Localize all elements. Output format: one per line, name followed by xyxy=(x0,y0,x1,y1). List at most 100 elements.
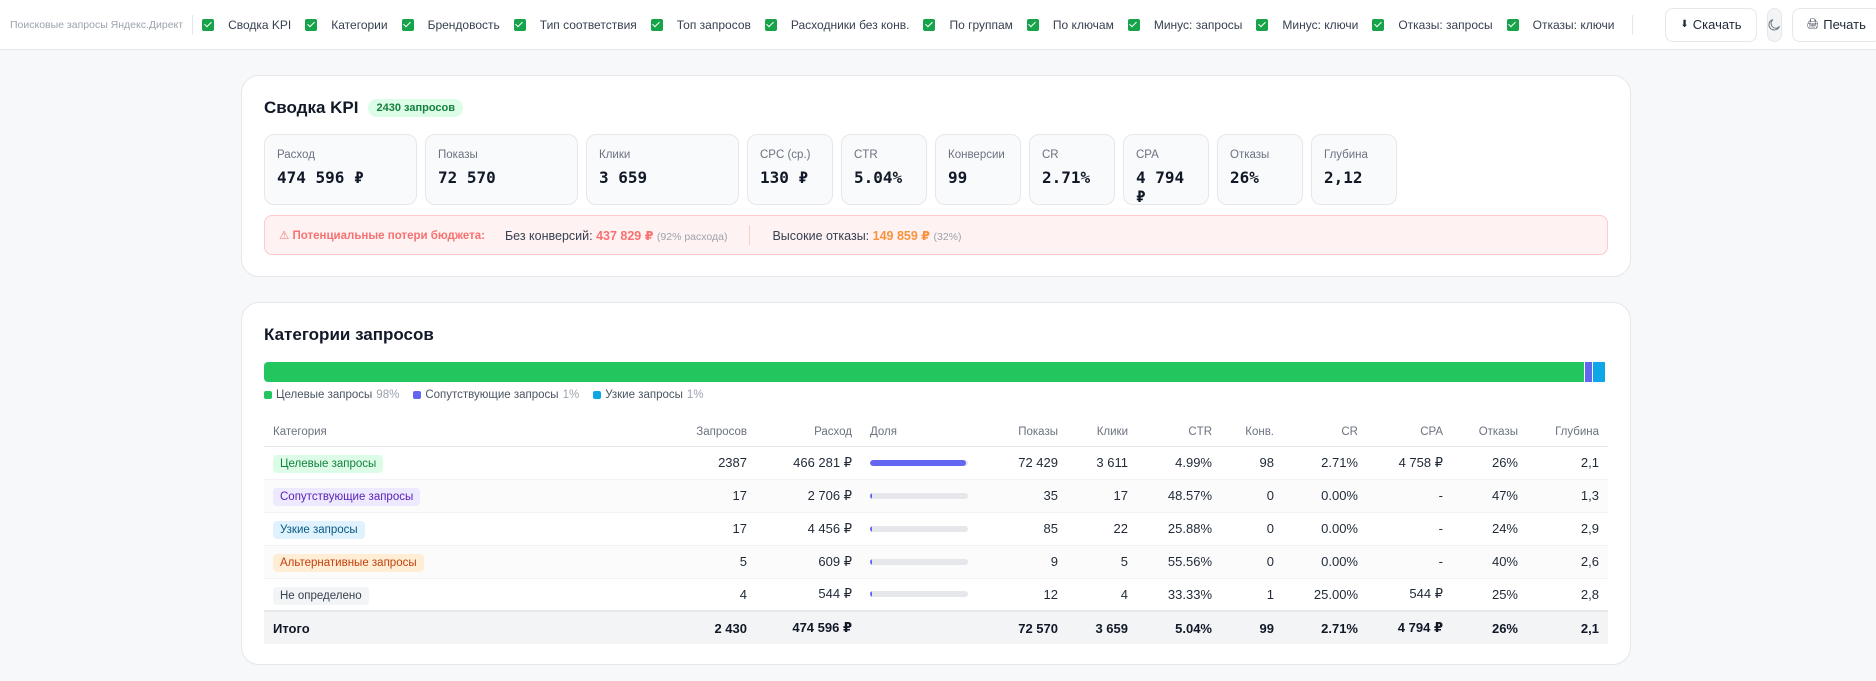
no-conversion-loss: Без конверсий: 437 829 ₽ (92% расхода) xyxy=(505,228,728,243)
cell-depth: 2,6 xyxy=(1527,545,1608,579)
cell-depth: 1,3 xyxy=(1527,479,1608,513)
legend-pct: 98% xyxy=(376,389,400,401)
cell-cpa: - xyxy=(1367,545,1452,579)
print-label: Печать xyxy=(1823,17,1866,32)
kpi-tile: CPC (ср.) 130 ₽ xyxy=(747,134,833,205)
table-row[interactable]: Узкие запросы 17 4 456 ₽85 22 25.88% 0 0.00% -2… xyxy=(264,512,1608,546)
column-header[interactable]: Доля xyxy=(861,419,977,447)
kpi-tile: Показы 72 570 xyxy=(425,134,578,205)
table-row[interactable]: Целевые запросы 2387 466 281 ₽72 429 3 611 4… xyxy=(264,446,1608,480)
section-toggle[interactable]: Расходники без конв. xyxy=(764,18,909,32)
section-toggle[interactable]: По ключам xyxy=(1026,18,1114,32)
cell-bounce: 26% xyxy=(1452,446,1527,480)
checkbox-checked-icon[interactable] xyxy=(401,18,414,31)
app-brand: Поисковые запросы Яндекс.Директ xyxy=(10,14,194,35)
section-toggle[interactable]: Брендовость xyxy=(401,18,500,32)
checkbox-checked-icon[interactable] xyxy=(764,18,777,31)
top-toolbar: Поисковые запросы Яндекс.Директ Сводка K… xyxy=(0,0,1876,50)
categories-title: Категории запросов xyxy=(264,325,434,344)
cell-clicks: 5 xyxy=(1067,545,1137,579)
checkbox-checked-icon[interactable] xyxy=(650,18,663,31)
legend-label: Узкие запросы xyxy=(605,389,683,401)
theme-toggle-button[interactable] xyxy=(1766,7,1782,42)
section-toggle[interactable]: Тип соответствия xyxy=(513,18,637,32)
category-tag: Целевые запросы xyxy=(273,455,384,473)
section-toggle-label: Минус: запросы xyxy=(1153,17,1243,32)
cell-bounce: 25% xyxy=(1452,578,1527,612)
cell-conv: 1 xyxy=(1221,578,1283,612)
checkbox-checked-icon[interactable] xyxy=(1256,18,1269,31)
no-conversion-value: 437 829 ₽ xyxy=(596,228,654,243)
budget-loss-title: ⚠ Потенциальные потери бюджета: xyxy=(279,230,485,242)
checkbox-checked-icon[interactable] xyxy=(1026,18,1039,31)
column-header[interactable]: CTR xyxy=(1137,419,1221,447)
checkbox-checked-icon[interactable] xyxy=(1506,18,1519,31)
cell-conv: 0 xyxy=(1221,512,1283,546)
kpi-value: 99 xyxy=(948,168,968,187)
cell-impr: 9 xyxy=(977,545,1067,579)
column-header[interactable]: Запросов xyxy=(666,419,756,447)
budget-loss-banner: ⚠ Потенциальные потери бюджета: Без конв… xyxy=(264,215,1608,255)
cell-ctr: 55.56% xyxy=(1137,545,1221,579)
kpi-value: 474 596 ₽ xyxy=(277,168,364,187)
table-row[interactable]: Сопутствующие запросы 17 2 706 ₽35 17 48.57%… xyxy=(264,479,1608,513)
share-cell xyxy=(861,446,977,480)
table-row[interactable]: Не определено 4 544 ₽12 4 33.33% 1 25.00% 544 ₽… xyxy=(264,578,1608,612)
section-toggle[interactable]: По группам xyxy=(923,18,1013,32)
checkbox-checked-icon[interactable] xyxy=(305,18,318,31)
column-header[interactable]: CPA xyxy=(1367,419,1452,447)
column-header[interactable]: Конв. xyxy=(1221,419,1283,447)
kpi-label: CR xyxy=(1042,149,1059,161)
table-row[interactable]: Альтернативные запросы 5 609 ₽9 5 55.56% 0 0.0… xyxy=(264,545,1608,579)
cell-depth: 2,9 xyxy=(1527,512,1608,546)
legend-item: Сопутствующие запросы 1% xyxy=(413,389,579,401)
checkbox-checked-icon[interactable] xyxy=(1372,18,1385,31)
cell-conv: 0 xyxy=(1221,479,1283,513)
category-tag: Не определено xyxy=(273,586,369,605)
download-button[interactable]: ⬇ Скачать xyxy=(1665,7,1757,42)
cell-ctr: 25.88% xyxy=(1137,512,1221,546)
column-header[interactable]: Клики xyxy=(1067,419,1137,447)
cell-clicks: 3 611 xyxy=(1067,446,1137,480)
checkbox-checked-icon[interactable] xyxy=(923,18,936,31)
cell-cr: 0.00% xyxy=(1283,479,1367,513)
cell-cr: 2.71% xyxy=(1283,446,1367,480)
section-toggle[interactable]: Топ запросов xyxy=(650,18,751,32)
section-toggle[interactable]: Сводка KPI xyxy=(202,18,291,32)
share-bar-fill xyxy=(870,591,872,598)
section-toggle[interactable]: Отказы: ключи xyxy=(1506,18,1614,32)
column-header[interactable]: Показы xyxy=(977,419,1067,447)
checkbox-checked-icon[interactable] xyxy=(202,18,215,31)
print-button[interactable]: 🖨 Печать xyxy=(1791,7,1876,42)
category-tag: Сопутствующие запросы xyxy=(273,488,421,506)
cell-cpa: - xyxy=(1367,479,1452,513)
total-conv: 99 xyxy=(1221,610,1283,644)
column-header[interactable]: Глубина xyxy=(1527,419,1608,447)
cell-conv: 98 xyxy=(1221,446,1283,480)
category-cell: Узкие запросы xyxy=(264,512,666,546)
share-bar xyxy=(870,591,968,598)
table-body: Целевые запросы 2387 466 281 ₽72 429 3 611 4… xyxy=(264,446,1608,644)
kpi-tile: Клики 3 659 xyxy=(586,134,739,205)
cell-cr: 25.00% xyxy=(1283,578,1367,612)
cell-spend: 4 456 ₽ xyxy=(756,512,861,546)
column-header[interactable]: Расход xyxy=(756,419,861,447)
category-tag: Альтернативные запросы xyxy=(273,554,424,572)
section-toggle[interactable]: Минус: ключи xyxy=(1256,18,1358,32)
column-header[interactable]: CR xyxy=(1283,419,1367,447)
section-toggle[interactable]: Отказы: запросы xyxy=(1372,18,1493,32)
cell-depth: 2,1 xyxy=(1527,446,1608,480)
checkbox-checked-icon[interactable] xyxy=(513,18,526,31)
download-label: Скачать xyxy=(1692,17,1742,32)
categories-table: Категория Запросов Расход Доля Показы Клики CT… xyxy=(264,419,1608,644)
section-toggle[interactable]: Минус: запросы xyxy=(1127,17,1243,32)
total-cr: 2.71% xyxy=(1283,610,1367,644)
column-header[interactable]: Отказы xyxy=(1452,419,1527,447)
kpi-label: Конверсии xyxy=(948,149,1005,161)
kpi-label: Расход xyxy=(277,149,315,161)
total-share-cell xyxy=(861,610,977,644)
column-header[interactable]: Категория xyxy=(264,419,666,447)
checkbox-checked-icon[interactable] xyxy=(1127,18,1140,31)
section-toggle[interactable]: Категории xyxy=(305,18,388,32)
cell-ctr: 4.99% xyxy=(1137,446,1221,480)
